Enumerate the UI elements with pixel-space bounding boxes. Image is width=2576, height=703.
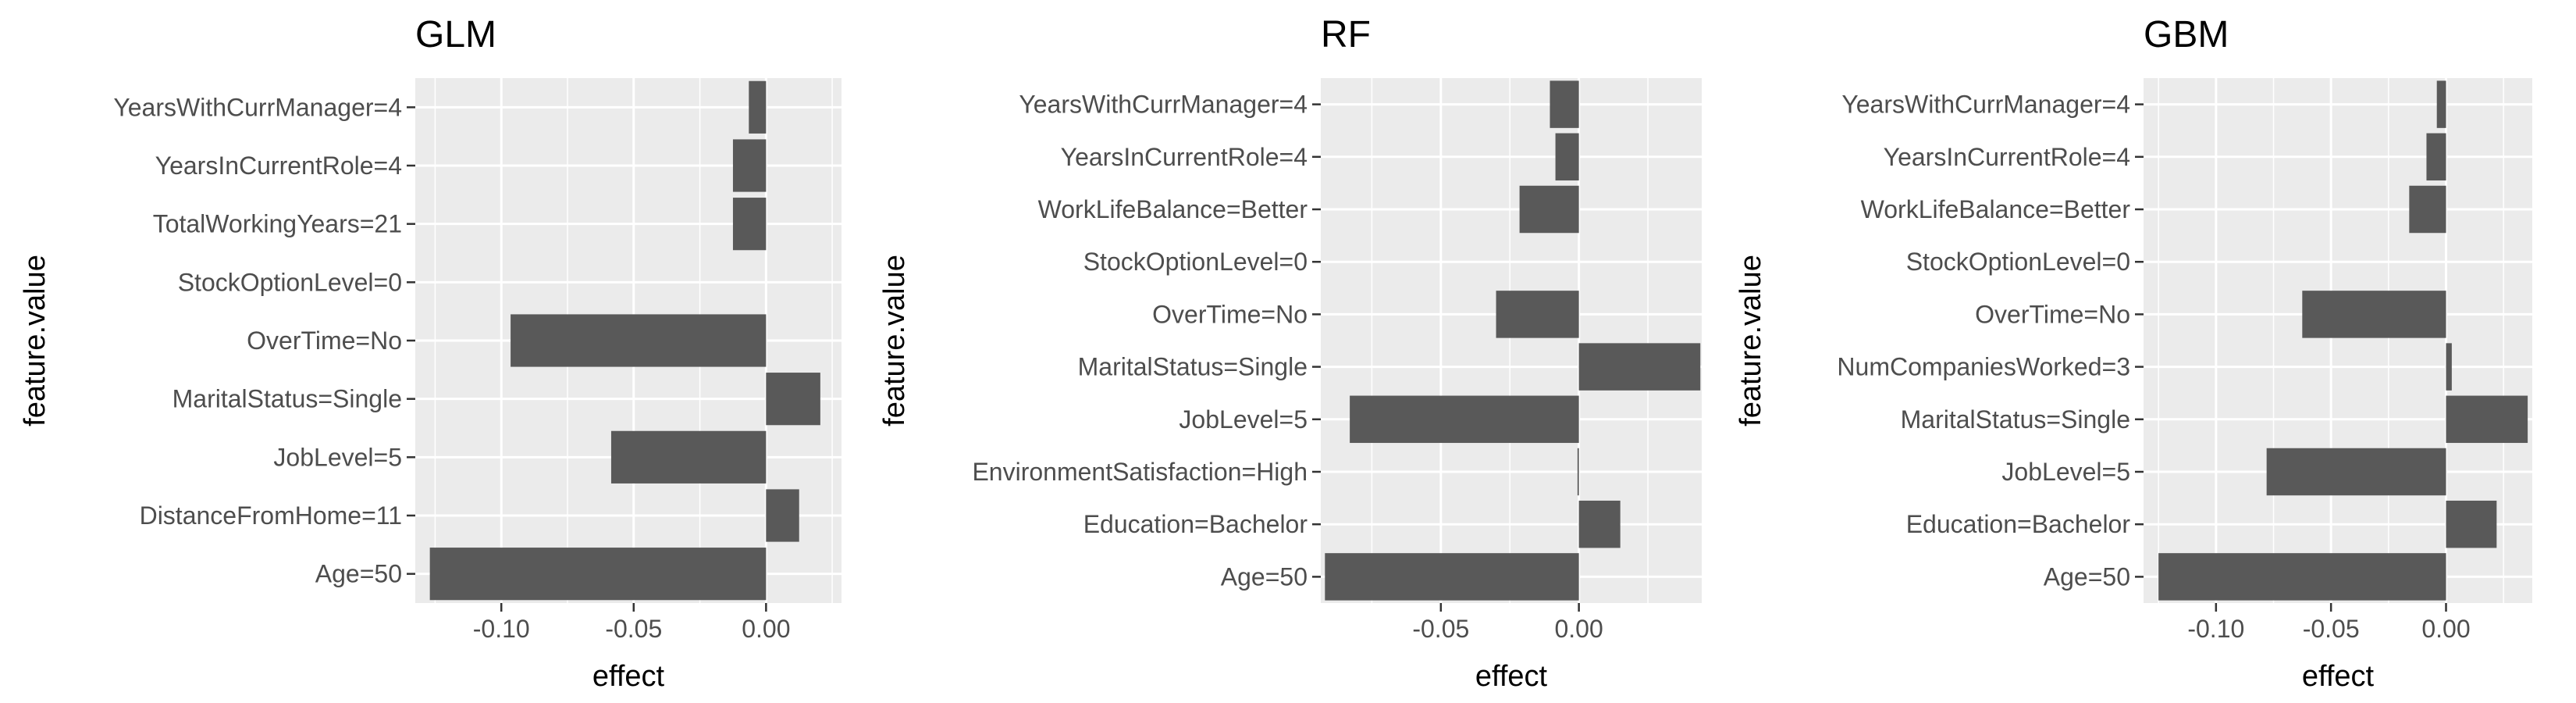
x-tick-label: -0.05 xyxy=(2303,615,2360,643)
y-tick-label: MaritalStatus=Single xyxy=(1901,405,2130,434)
panel-title: GLM xyxy=(415,14,496,55)
panel-background xyxy=(1321,78,1702,603)
bar-glm xyxy=(766,373,820,426)
y-axis-title: feature.value xyxy=(878,255,911,426)
bar-glm xyxy=(511,314,767,367)
y-tick-label: JobLevel=5 xyxy=(273,443,402,471)
x-tick-label: -0.10 xyxy=(2187,615,2244,643)
y-tick-label: YearsInCurrentRole=4 xyxy=(1061,143,1308,171)
x-tick-label: -0.05 xyxy=(605,615,662,643)
y-tick-label: YearsWithCurrManager=4 xyxy=(1841,91,2130,119)
y-tick-label: Age=50 xyxy=(2044,562,2130,591)
bar-rf xyxy=(1578,343,1701,391)
panel-glm: YearsWithCurrManager=4 YearsInCurrentRole… xyxy=(19,14,841,693)
panel-rf: YearsWithCurrManager=4 YearsInCurrentRole… xyxy=(878,14,1702,693)
bar-rf xyxy=(1577,448,1579,496)
bar-gbm xyxy=(2446,500,2497,548)
bar-gbm xyxy=(2426,133,2446,181)
bar-rf xyxy=(1519,185,1579,234)
y-tick-label: WorkLifeBalance=Better xyxy=(1038,195,1308,223)
bar-glm xyxy=(749,80,767,134)
y-tick-label: OverTime=No xyxy=(1152,300,1308,328)
y-tick-label: NumCompaniesWorked=3 xyxy=(1837,353,2130,381)
bar-rf xyxy=(1555,133,1579,181)
y-tick-label: Age=50 xyxy=(315,560,402,588)
y-tick-label: YearsInCurrentRole=4 xyxy=(155,152,402,180)
bar-glm xyxy=(766,489,799,542)
bar-rf xyxy=(1550,80,1579,128)
y-tick-label: WorkLifeBalance=Better xyxy=(1861,195,2131,223)
bar-rf xyxy=(1496,291,1579,338)
bar-glm xyxy=(610,430,767,484)
panel-title: RF xyxy=(1321,14,1371,55)
bar-gbm xyxy=(2436,80,2446,128)
x-tick-label: 0.00 xyxy=(742,615,790,643)
x-axis-title: effect xyxy=(2302,660,2375,693)
bar-gbm xyxy=(2302,291,2446,338)
bar-gbm xyxy=(2409,185,2446,234)
y-tick-label: YearsInCurrentRole=4 xyxy=(1884,143,2130,171)
y-tick-label: DistanceFromHome=11 xyxy=(140,501,402,530)
bar-rf xyxy=(1578,500,1621,548)
y-tick-label: JobLevel=5 xyxy=(1179,405,1308,434)
y-tick-label: StockOptionLevel=0 xyxy=(1906,248,2130,276)
x-tick-label: -0.05 xyxy=(1412,615,1469,643)
bar-gbm xyxy=(2446,395,2528,444)
x-tick-label: -0.10 xyxy=(473,615,530,643)
y-tick-label: TotalWorkingYears=21 xyxy=(153,210,402,238)
bar-gbm xyxy=(2158,553,2446,601)
x-tick-label: 0.00 xyxy=(1554,615,1603,643)
bar-glm xyxy=(732,198,767,251)
bar-gbm xyxy=(2446,343,2452,391)
x-axis-title: effect xyxy=(592,660,665,693)
y-tick-label: JobLevel=5 xyxy=(2001,458,2130,486)
bar-gbm xyxy=(2266,448,2446,496)
bar-rf xyxy=(1325,553,1579,601)
bar-glm xyxy=(732,139,767,192)
bar-rf xyxy=(1350,395,1579,444)
y-axis-title: feature.value xyxy=(19,255,52,426)
x-tick-label: 0.00 xyxy=(2421,615,2470,643)
y-tick-label: StockOptionLevel=0 xyxy=(178,268,402,296)
panel-gbm: YearsWithCurrManager=4 YearsInCurrentRole… xyxy=(1735,14,2532,693)
y-tick-label: YearsWithCurrManager=4 xyxy=(113,93,402,121)
y-tick-label: MaritalStatus=Single xyxy=(1078,353,1308,381)
y-tick-label: StockOptionLevel=0 xyxy=(1083,248,1308,276)
x-axis-title: effect xyxy=(1475,660,1548,693)
panel-title: GBM xyxy=(2144,14,2229,55)
y-tick-label: MaritalStatus=Single xyxy=(173,385,402,413)
y-tick-label: YearsWithCurrManager=4 xyxy=(1019,91,1308,119)
bar-glm xyxy=(429,548,767,601)
y-axis-title: feature.value xyxy=(1735,255,1767,426)
y-tick-label: Education=Bachelor xyxy=(1906,510,2131,538)
y-tick-label: OverTime=No xyxy=(1975,300,2130,328)
y-tick-label: Age=50 xyxy=(1221,562,1308,591)
y-tick-label: EnvironmentSatisfaction=High xyxy=(972,458,1308,486)
y-tick-label: OverTime=No xyxy=(247,327,402,355)
y-tick-label: Education=Bachelor xyxy=(1083,510,1308,538)
